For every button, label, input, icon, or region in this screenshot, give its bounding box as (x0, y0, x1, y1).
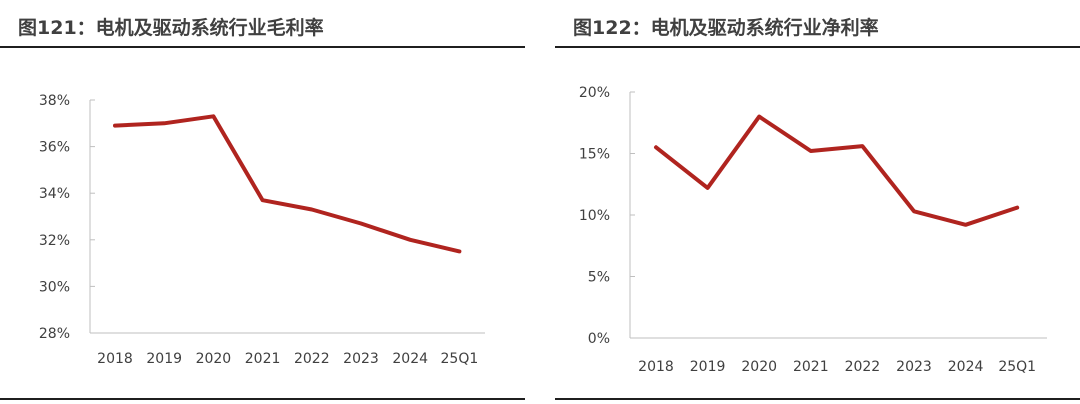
x-tick-label: 2022 (294, 351, 330, 367)
data-point (809, 149, 813, 153)
series-line (654, 114, 1020, 227)
y-tick-label: 34% (39, 186, 70, 202)
y-tick-label: 32% (39, 233, 70, 249)
net-margin-line-chart: 0% 5% 10% 15% 20% 2018 2019 2020 2021 2022 2023 202… (579, 85, 1047, 375)
y-tick-label: 38% (39, 93, 70, 109)
x-tick-label: 2020 (741, 359, 777, 375)
x-tick-label: 2022 (845, 359, 881, 375)
x-tick-label: 2024 (948, 359, 984, 375)
x-tick-label: 2023 (896, 359, 932, 375)
chart-panel-gross-margin: 图121：电机及驱动系统行业毛利率 28% 30% 32% 34% 36% 38% 2018… (0, 0, 525, 404)
series-line (113, 114, 462, 254)
x-tick-label: 2019 (690, 359, 726, 375)
gross-margin-line-chart: 28% 30% 32% 34% 36% 38% 2018 2019 2020 2021 2022 20… (39, 93, 485, 367)
data-point (654, 145, 658, 149)
bottom-divider (555, 398, 1080, 400)
y-tick-label: 15% (579, 147, 610, 163)
x-tick-label: 2020 (196, 351, 232, 367)
title-divider (0, 46, 525, 48)
data-point (964, 223, 968, 227)
y-tick-label: 30% (39, 279, 70, 295)
data-point (706, 186, 710, 190)
x-tick-label: 2023 (343, 351, 379, 367)
x-tick-label: 2018 (638, 359, 674, 375)
data-point (457, 249, 461, 253)
y-tick-label: 10% (579, 208, 610, 224)
x-tick-label: 2019 (146, 351, 182, 367)
data-point (113, 124, 117, 128)
x-tick-label: 25Q1 (441, 351, 479, 367)
data-point (757, 115, 761, 119)
y-tick-label: 28% (39, 326, 70, 342)
chart-title: 图122：电机及驱动系统行业净利率 (573, 17, 879, 39)
data-point (261, 198, 265, 202)
x-tick-label: 2021 (793, 359, 829, 375)
data-point (211, 114, 215, 118)
x-tick-label: 2021 (245, 351, 281, 367)
data-point (912, 209, 916, 213)
data-point (860, 144, 864, 148)
y-tick-label: 36% (39, 140, 70, 156)
y-tick-label: 0% (588, 331, 610, 347)
y-tick-label: 20% (579, 85, 610, 101)
x-tick-label: 2018 (97, 351, 133, 367)
data-point (408, 238, 412, 242)
chart-panel-net-margin: 图122：电机及驱动系统行业净利率 0% 5% 10% 15% 20% 2018 2019 2… (555, 0, 1080, 404)
x-tick-label: 2024 (392, 351, 428, 367)
x-tick-label: 25Q1 (998, 359, 1036, 375)
bottom-divider (0, 398, 525, 400)
data-point (1015, 206, 1019, 210)
y-tick-label: 5% (588, 270, 610, 286)
title-divider (555, 46, 1080, 48)
chart-title: 图121：电机及驱动系统行业毛利率 (18, 17, 324, 39)
data-point (162, 121, 166, 125)
data-point (359, 221, 363, 225)
data-point (310, 208, 314, 212)
